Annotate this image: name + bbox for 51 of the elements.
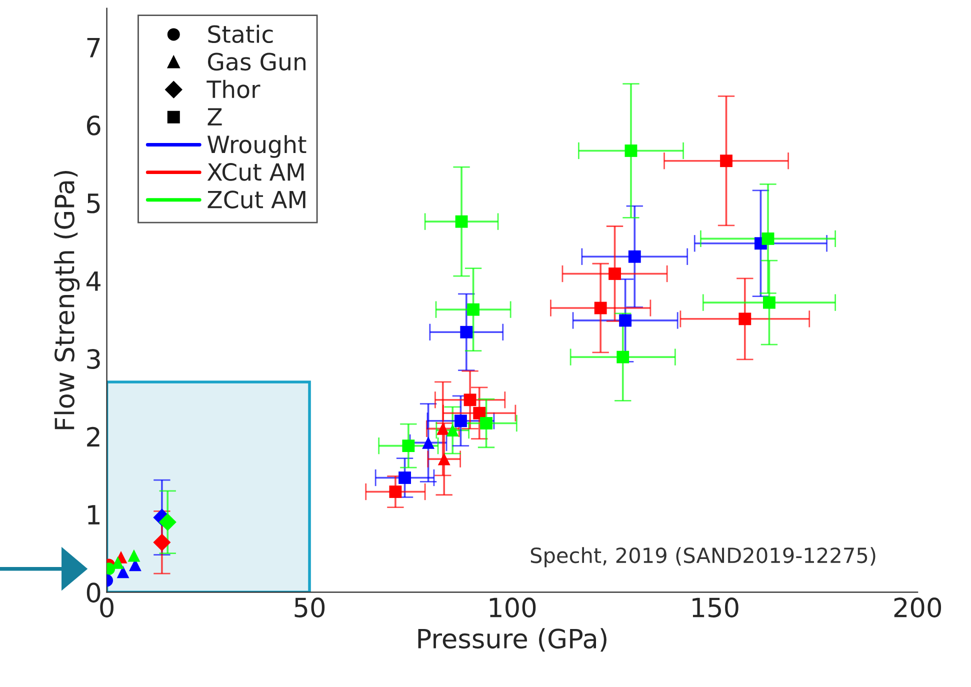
y-tick-label: 1 xyxy=(88,505,100,524)
point xyxy=(402,440,415,452)
legend-label: Thor xyxy=(206,80,260,98)
point xyxy=(436,422,450,435)
point xyxy=(608,268,621,280)
point xyxy=(464,394,476,406)
y-tick-label: 4 xyxy=(86,272,100,291)
legend-label: XCut AM xyxy=(207,163,304,181)
y-tick-label: 2 xyxy=(87,426,100,446)
point xyxy=(116,566,130,578)
legend-label: ZCut AM xyxy=(208,190,306,208)
point xyxy=(480,417,492,430)
point xyxy=(616,350,630,364)
point xyxy=(398,472,411,484)
point xyxy=(438,452,450,466)
point xyxy=(455,215,468,228)
legend-label: Wrought xyxy=(207,135,306,158)
y-axis-title: Flow Strength (GPa) xyxy=(54,170,80,430)
y-tick-label: 5 xyxy=(87,194,100,214)
point xyxy=(454,414,467,428)
point xyxy=(628,250,641,263)
x-tick-label: 100 xyxy=(490,598,536,618)
x-axis-title: Pressure (GPa) xyxy=(418,628,606,652)
y-tick-label: 6 xyxy=(87,115,100,136)
point xyxy=(473,406,486,420)
point xyxy=(153,534,171,552)
point xyxy=(594,302,607,314)
point xyxy=(422,436,434,449)
legend-label: Gas Gun xyxy=(208,52,306,71)
point xyxy=(158,513,176,531)
point xyxy=(720,154,732,168)
legend-label: Static xyxy=(208,24,273,44)
point xyxy=(467,303,480,316)
x-tick-label: 150 xyxy=(692,598,738,618)
annotation: Specht, 2019 (SAND2019-12275) xyxy=(530,547,876,568)
x-tick-label: 0 xyxy=(100,598,114,618)
legend-label: Z xyxy=(208,108,222,126)
y-tick-label: 7 xyxy=(87,38,100,58)
point xyxy=(128,549,140,562)
y-tick-label: 0 xyxy=(86,582,100,603)
point xyxy=(763,296,776,309)
point xyxy=(460,326,473,338)
point xyxy=(446,424,459,436)
point xyxy=(738,312,752,326)
point xyxy=(762,232,774,245)
x-tick-label: 50 xyxy=(294,598,325,618)
point xyxy=(624,144,638,157)
y-tick-label: 3 xyxy=(87,349,100,370)
point xyxy=(619,314,632,327)
point xyxy=(389,486,402,498)
x-tick-label: 200 xyxy=(894,598,942,618)
